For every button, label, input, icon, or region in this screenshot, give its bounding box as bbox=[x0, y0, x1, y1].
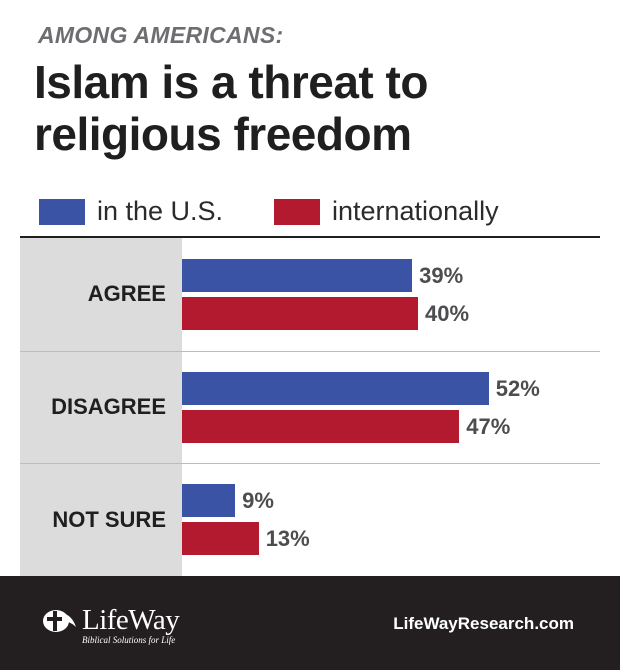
value-label-not-sure-us: 9% bbox=[242, 488, 274, 514]
bar-disagree-us bbox=[182, 371, 489, 405]
bar-agree-international bbox=[182, 296, 418, 330]
header-rule bbox=[20, 236, 600, 238]
row-divider bbox=[20, 463, 600, 465]
lifeway-cross-icon bbox=[43, 609, 76, 632]
category-label-not-sure: NOT SURE bbox=[52, 506, 166, 532]
bar-agree-us bbox=[182, 258, 413, 292]
footer: LifeWay Biblical Solutions for Life Life… bbox=[0, 576, 620, 670]
legend-swatch-us bbox=[39, 198, 85, 225]
website-link[interactable]: LifeWayResearch.com bbox=[393, 614, 574, 633]
value-label-not-sure-international: 13% bbox=[265, 526, 310, 552]
row-divider bbox=[20, 350, 600, 352]
bar-not-sure-us bbox=[182, 484, 236, 518]
legend-swatch-international bbox=[274, 198, 320, 225]
category-label-agree: AGREE bbox=[87, 281, 166, 307]
bar-chart: AGREE 39% 40% DISAGREE 52% 47% NOT SURE 9% 13% bbox=[20, 238, 600, 576]
bar-not-sure-international bbox=[182, 522, 259, 556]
legend-label-international: internationally bbox=[332, 196, 499, 226]
logo-text: LifeWay bbox=[82, 604, 180, 636]
lifeway-logo: LifeWay Biblical Solutions for Life bbox=[42, 604, 180, 645]
legend-item-us: in the U.S. bbox=[39, 196, 223, 227]
category-label-column bbox=[20, 238, 182, 576]
bar-disagree-international bbox=[182, 409, 460, 443]
logo-tagline: Biblical Solutions for Life bbox=[82, 635, 176, 645]
chart-title: Islam is a threat to religious freedom bbox=[34, 56, 428, 160]
category-label-disagree: DISAGREE bbox=[51, 394, 166, 419]
value-label-agree-international: 40% bbox=[425, 300, 470, 326]
chart-subtitle: AMONG AMERICANS: bbox=[38, 22, 284, 48]
value-label-disagree-international: 47% bbox=[466, 413, 511, 439]
value-label-disagree-us: 52% bbox=[495, 375, 540, 401]
legend-label-us: in the U.S. bbox=[97, 196, 224, 226]
legend-item-international: internationally bbox=[274, 196, 499, 227]
value-label-agree-us: 39% bbox=[419, 262, 464, 288]
